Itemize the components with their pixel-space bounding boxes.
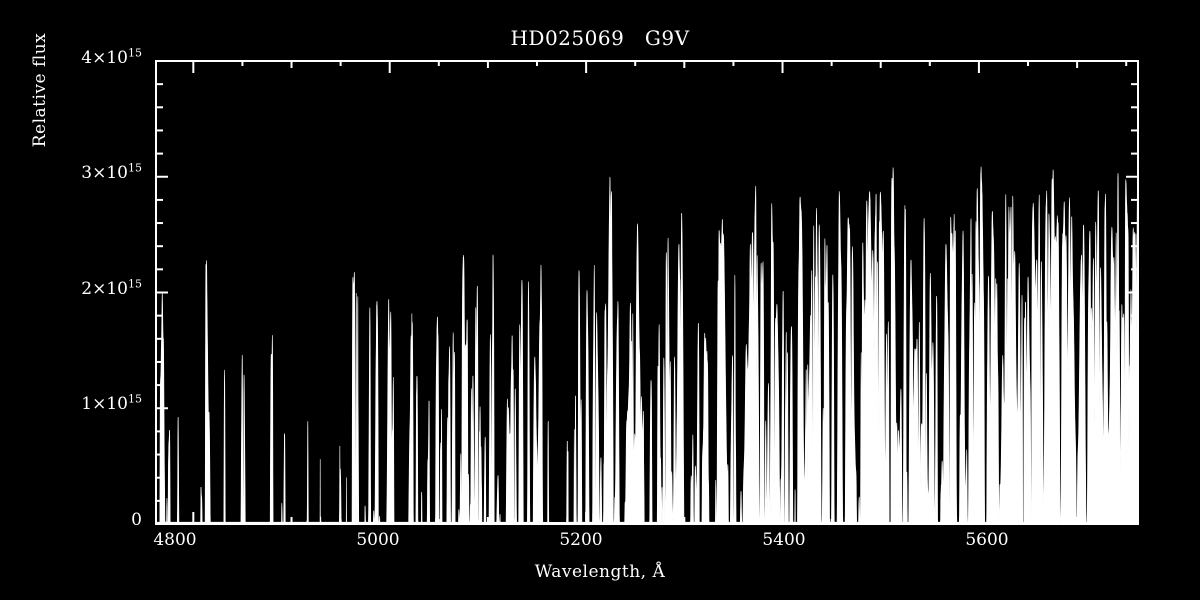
x-tick-label-5000: 5000 <box>356 530 400 550</box>
x-tick-label-5400: 5400 <box>762 530 806 550</box>
y-tick-label-2: 2×1015 <box>81 277 142 299</box>
x-tick-label-4800: 4800 <box>153 530 197 550</box>
x-axis-title: Wavelength, Å <box>534 562 666 582</box>
x-tick-label-5600: 5600 <box>965 530 1009 550</box>
y-tick-label-4: 4×1015 <box>81 46 142 68</box>
x-tick-label-5200: 5200 <box>559 530 603 550</box>
page-title: HD025069 G9V <box>510 26 690 50</box>
y-tick-label-0: 0 <box>131 510 142 530</box>
axis-ticks <box>156 60 1138 525</box>
y-tick-label-3: 3×1015 <box>81 161 142 183</box>
y-tick-label-1: 1×1015 <box>81 392 142 414</box>
spectrum-trace <box>155 166 1139 525</box>
